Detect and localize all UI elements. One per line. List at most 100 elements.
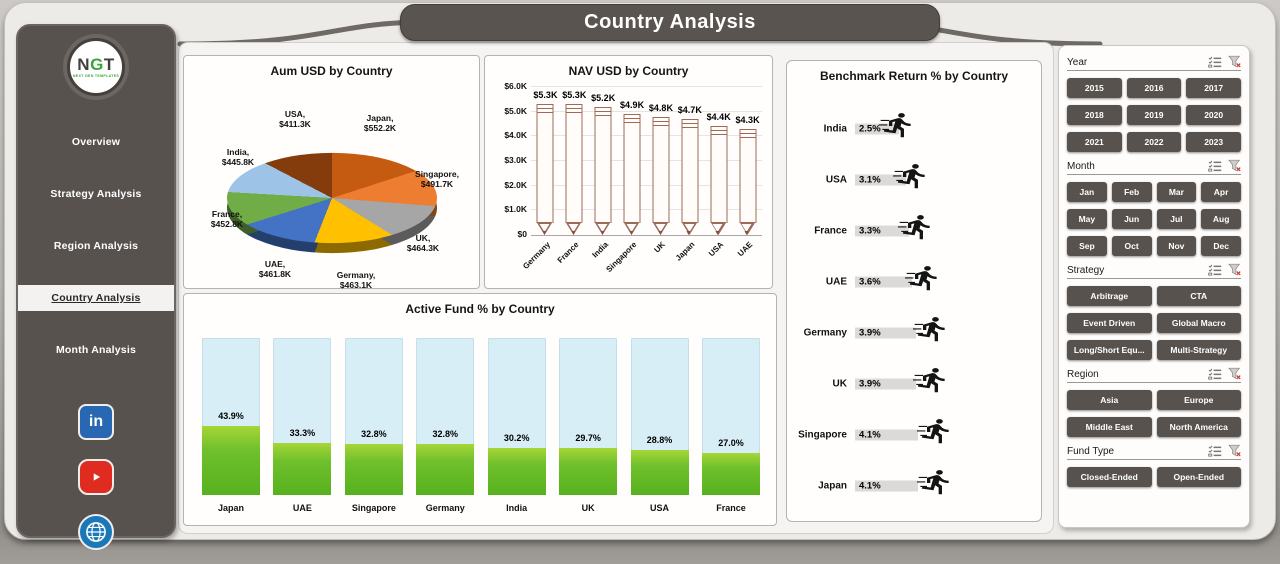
clear-filter-icon[interactable]	[1228, 263, 1241, 276]
benchmark-bar	[855, 276, 912, 287]
active-fund-value: 29.7%	[575, 433, 601, 444]
pencil-icon	[536, 104, 554, 235]
sidebar-item-overview[interactable]: Overview	[18, 116, 174, 168]
multiselect-icon[interactable]	[1208, 56, 1222, 68]
active-fund-fill	[273, 442, 332, 495]
benchmark-value: 3.9%	[859, 327, 881, 338]
nav-bar-uae: $4.3K UAE	[733, 92, 762, 258]
slicer-option-2020[interactable]: 2020	[1186, 105, 1241, 125]
pie-slice-label-france: France, $452.8K	[210, 209, 244, 229]
multiselect-icon[interactable]	[1208, 445, 1222, 457]
page-title-banner: Country Analysis	[400, 4, 940, 41]
active-fund-bar-uae: 33.3% UAE	[273, 338, 332, 513]
sidebar-item-strategy-analysis[interactable]: Strategy Analysis	[18, 168, 174, 220]
slicer-option-sep[interactable]: Sep	[1067, 236, 1107, 256]
slicer-option-2017[interactable]: 2017	[1186, 78, 1241, 98]
nav-bar-category: Germany	[520, 240, 552, 271]
sidebar-item-label: Month Analysis	[55, 344, 136, 356]
slicer-option-apr[interactable]: Apr	[1201, 182, 1241, 202]
slicer-option-jan[interactable]: Jan	[1067, 182, 1107, 202]
slicer-option-multi-strategy[interactable]: Multi-Strategy	[1156, 340, 1241, 360]
sidebar-item-label: Strategy Analysis	[50, 188, 142, 200]
pie-slice-label-india: India, $445.8K	[221, 147, 255, 167]
active-fund-category: USA	[650, 503, 670, 513]
youtube-icon[interactable]	[78, 459, 114, 495]
benchmark-bar	[855, 225, 909, 236]
active-fund-category: Germany	[425, 503, 465, 513]
slicer-options: Asia Europe Middle East North America	[1067, 390, 1241, 437]
slicer-option-dec[interactable]: Dec	[1201, 236, 1241, 256]
slicer-header: Fund Type	[1067, 444, 1241, 460]
website-globe-icon[interactable]	[78, 514, 114, 550]
sidebar-item-label: Overview	[71, 136, 121, 148]
slicer-option-aug[interactable]: Aug	[1201, 209, 1241, 229]
gridline	[531, 86, 762, 87]
active-fund-value: 32.8%	[432, 428, 459, 439]
active-fund-chart-card: Active Fund % by Country 43.9% Japan 33.…	[183, 293, 777, 526]
multiselect-icon[interactable]	[1208, 160, 1222, 172]
slicer-option-middle-east[interactable]: Middle East	[1067, 417, 1152, 437]
nav-bar-value: $4.4K	[706, 112, 731, 122]
slicer-options: Closed-Ended Open-Ended	[1067, 467, 1241, 487]
benchmark-value: 2.5%	[859, 123, 881, 134]
slicer-header: Strategy	[1067, 263, 1241, 279]
multiselect-icon[interactable]	[1208, 264, 1222, 276]
slicer-section-region: Region Asia Europe Middle East North Americ…	[1067, 367, 1241, 437]
nav-ytick: $2.0K	[504, 179, 527, 190]
nav-bar-value: $5.3K	[562, 90, 587, 100]
slicer-option-closed-ended[interactable]: Closed-Ended	[1067, 467, 1152, 487]
benchmark-row-germany: Germany 3.9%	[795, 307, 1033, 358]
slicer-option-may[interactable]: May	[1067, 209, 1107, 229]
slicer-option-cta[interactable]: CTA	[1156, 286, 1241, 306]
slicer-option-nov[interactable]: Nov	[1156, 236, 1197, 256]
pie-slice-label-japan: Japan, $552.2K	[363, 113, 397, 133]
slicer-section-year: Year 2015 2016 2017 2018 2019 2020 2021 2022 202…	[1067, 55, 1241, 152]
aum-pie-area: Japan, $552.2K Singapore, $491.7K UK, $464.3K…	[184, 80, 479, 290]
nav-bar-category: UAE	[735, 240, 754, 259]
runner-icon	[879, 111, 919, 143]
slicer-option-2018[interactable]: 2018	[1067, 105, 1122, 125]
clear-filter-icon[interactable]	[1228, 444, 1241, 457]
slicer-option-jul[interactable]: Jul	[1156, 209, 1197, 229]
clear-filter-icon[interactable]	[1228, 367, 1241, 380]
active-fund-bar-germany: 32.8% Germany	[416, 338, 475, 513]
slicer-option-mar[interactable]: Mar	[1156, 182, 1197, 202]
clear-filter-icon[interactable]	[1228, 55, 1241, 68]
slicer-option-feb[interactable]: Feb	[1111, 182, 1152, 202]
benchmark-value: 3.3%	[859, 225, 881, 236]
active-fund-category: France	[716, 503, 746, 513]
sidebar-item-region-analysis[interactable]: Region Analysis	[18, 220, 174, 272]
active-fund-category: UAE	[292, 503, 312, 513]
slicer-option-2015[interactable]: 2015	[1067, 78, 1122, 98]
pencil-icon	[594, 107, 612, 235]
multiselect-icon[interactable]	[1208, 368, 1222, 380]
benchmark-row-singapore: Singapore 4.1%	[795, 409, 1033, 460]
slicer-option-2019[interactable]: 2019	[1126, 105, 1182, 125]
benchmark-value: 3.1%	[859, 174, 881, 185]
slicer-option-jun[interactable]: Jun	[1111, 209, 1152, 229]
slicer-option-europe[interactable]: Europe	[1156, 390, 1241, 410]
slicer-header: Year	[1067, 55, 1241, 71]
slicer-option-asia[interactable]: Asia	[1067, 390, 1152, 410]
logo-letter: G	[90, 54, 104, 74]
nav-ytick: $0	[517, 229, 527, 239]
sidebar-item-month-analysis[interactable]: Month Analysis	[18, 324, 174, 376]
benchmark-country: France	[814, 225, 847, 236]
slicer-option-north-america[interactable]: North America	[1156, 417, 1241, 437]
slicer-option-open-ended[interactable]: Open-Ended	[1156, 467, 1241, 487]
linkedin-icon[interactable]: in	[78, 404, 114, 440]
slicer-option-long-short-equ[interactable]: Long/Short Equ...	[1067, 340, 1152, 360]
clear-filter-icon[interactable]	[1228, 159, 1241, 172]
slicer-option-global-macro[interactable]: Global Macro	[1156, 313, 1241, 333]
benchmark-value: 3.9%	[859, 378, 881, 389]
nav-ytick: $3.0K	[504, 155, 527, 165]
slicer-option-arbitrage[interactable]: Arbitrage	[1067, 286, 1152, 306]
slicer-option-2022[interactable]: 2022	[1126, 132, 1182, 152]
slicer-option-oct[interactable]: Oct	[1111, 236, 1152, 256]
sidebar-item-country-analysis[interactable]: Country Analysis	[18, 285, 174, 311]
slicer-option-event-driven[interactable]: Event Driven	[1067, 313, 1152, 333]
slicer-option-2021[interactable]: 2021	[1067, 132, 1122, 152]
slicer-option-2016[interactable]: 2016	[1126, 78, 1182, 98]
slicer-option-2023[interactable]: 2023	[1186, 132, 1241, 152]
